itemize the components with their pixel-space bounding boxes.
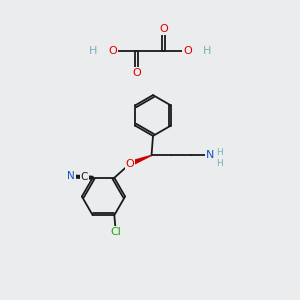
Text: C: C [81,172,88,182]
Text: O: O [159,24,168,34]
Text: O: O [108,46,117,56]
Text: O: O [183,46,192,56]
Text: N: N [67,171,75,181]
Text: O: O [125,159,134,169]
Text: H: H [216,159,223,168]
Text: Cl: Cl [110,227,121,237]
Text: N: N [206,150,214,161]
Text: H: H [89,46,97,56]
Text: H: H [216,148,223,157]
Polygon shape [129,155,152,166]
Text: O: O [132,68,141,78]
Text: H: H [203,46,211,56]
